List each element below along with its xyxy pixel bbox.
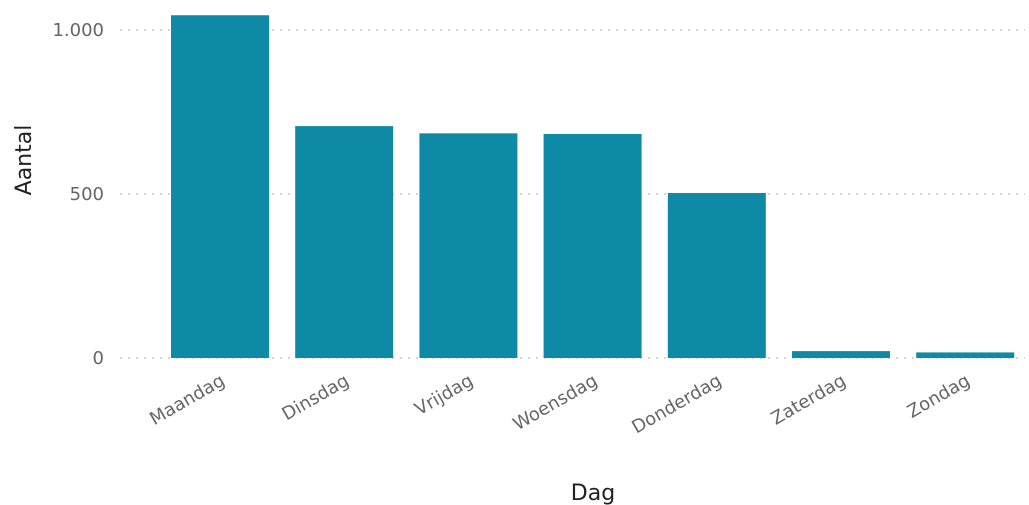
x-axis-labels: Maandag Dinsdag Vrijdag Woensdag Donderdag Za…	[146, 370, 973, 438]
bars	[171, 15, 1015, 359]
y-axis-title: Aantal	[12, 125, 37, 196]
x-tick-label: Zondag	[904, 370, 974, 423]
x-tick-label: Vrijdag	[411, 370, 477, 420]
y-tick-label: 500	[70, 184, 104, 205]
bar-zaterdag[interactable]	[792, 351, 890, 358]
y-axis-ticks: 0 500 1.000	[52, 20, 104, 369]
y-tick-label: 0	[93, 348, 104, 369]
x-tick-label: Maandag	[146, 370, 228, 430]
x-axis-title: Dag	[571, 481, 615, 505]
bar-maandag[interactable]	[171, 15, 269, 359]
bar-vrijdag[interactable]	[419, 133, 518, 358]
x-tick-label: Woensdag	[510, 370, 601, 435]
bar-dinsdag[interactable]	[295, 126, 394, 358]
bar-donderdag[interactable]	[667, 193, 766, 358]
y-tick-label: 1.000	[52, 20, 104, 41]
bar-woensdag[interactable]	[543, 133, 642, 358]
x-tick-label: Zaterdag	[768, 370, 850, 429]
x-tick-label: Donderdag	[628, 370, 725, 438]
bar-zondag[interactable]	[916, 352, 1015, 358]
x-tick-label: Dinsdag	[279, 370, 353, 425]
